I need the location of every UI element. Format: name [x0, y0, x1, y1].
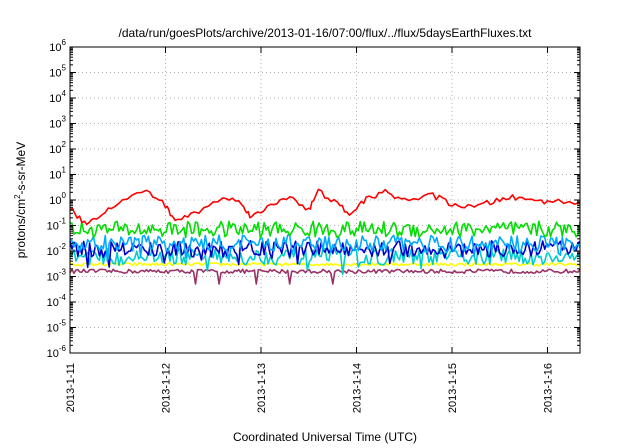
y-tick-exponent: -5 [59, 319, 67, 328]
x-axis-title: Coordinated Universal Time (UTC) [233, 430, 417, 444]
x-tick-label: 2013-1-12 [161, 363, 173, 413]
y-tick-base: 10 [49, 144, 61, 156]
y-tick-base: 10 [49, 42, 61, 54]
series-line [69, 220, 581, 239]
data-series [69, 188, 581, 285]
y-tick-label: 10-6 [47, 344, 67, 360]
y-axis-title-suffix: -s-sr-MeV [14, 142, 28, 195]
y-axis-title-superscript: 2 [13, 194, 22, 199]
y-tick-label: 101 [49, 166, 66, 182]
x-tick-label: 2013-1-13 [256, 363, 268, 413]
y-tick-exponent: 2 [62, 140, 67, 149]
y-tick-base: 10 [47, 246, 59, 258]
y-tick-label: 10-4 [47, 293, 67, 309]
y-tick-base: 10 [47, 348, 59, 360]
y-tick-exponent: -1 [59, 217, 67, 226]
chart-title: /data/run/goesPlots/archive/2013-01-16/0… [119, 26, 533, 40]
y-tick-label: 10-3 [47, 268, 67, 284]
y-tick-label: 10-5 [47, 319, 67, 335]
series-line [69, 234, 581, 263]
x-tick-label: 2013-1-16 [543, 363, 555, 413]
y-tick-exponent: -2 [59, 242, 67, 251]
y-tick-exponent: -3 [59, 268, 67, 277]
y-tick-base: 10 [47, 323, 59, 335]
y-tick-base: 10 [47, 221, 59, 233]
axis-ticks [69, 46, 580, 354]
x-tick-label: 2013-1-11 [65, 363, 77, 412]
series-line [69, 262, 581, 267]
y-tick-exponent: 6 [62, 38, 67, 47]
y-tick-exponent: 3 [62, 115, 67, 124]
y-tick-exponent: 1 [62, 166, 67, 175]
y-tick-exponent: -6 [59, 344, 67, 353]
y-tick-base: 10 [49, 93, 61, 105]
y-tick-label: 10-1 [47, 217, 67, 233]
grid [70, 47, 580, 353]
series-line [69, 268, 581, 285]
y-tick-labels: 10610510410310210110010-110-210-310-410-… [47, 38, 67, 360]
x-tick-label: 2013-1-14 [352, 363, 364, 413]
y-tick-exponent: 5 [62, 64, 67, 73]
y-tick-label: 10-2 [47, 242, 67, 258]
x-tick-labels: 2013-1-11 2013-1-12 2013-1-13 2013-1-14 2013… [65, 363, 555, 413]
y-tick-base: 10 [49, 119, 61, 131]
series-line [69, 247, 581, 276]
y-axis-title: protons/cm2-s-sr-MeV [13, 142, 28, 258]
y-tick-exponent: 4 [62, 89, 67, 98]
y-tick-base: 10 [49, 195, 61, 207]
y-tick-label: 100 [49, 191, 66, 207]
series-line [69, 240, 581, 269]
y-tick-base: 10 [49, 170, 61, 182]
y-tick-base: 10 [47, 272, 59, 284]
y-tick-exponent: 0 [62, 191, 67, 200]
y-tick-label: 103 [49, 115, 66, 131]
y-tick-base: 10 [49, 68, 61, 80]
series-line [69, 188, 581, 226]
y-axis-title-prefix: protons/cm [14, 199, 28, 258]
y-tick-label: 106 [49, 38, 66, 54]
y-tick-base: 10 [47, 297, 59, 309]
x-tick-label: 2013-1-15 [447, 363, 459, 413]
y-tick-label: 105 [49, 64, 66, 80]
y-tick-label: 104 [49, 89, 66, 105]
y-tick-exponent: -4 [59, 293, 67, 302]
y-tick-label: 102 [49, 140, 66, 156]
